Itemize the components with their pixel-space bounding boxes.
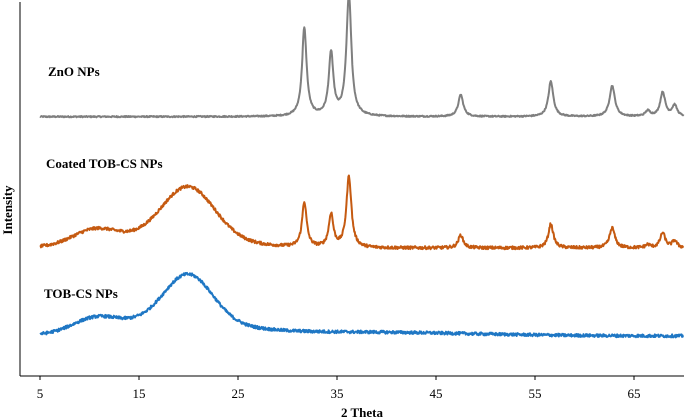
x-tick-label: 35 <box>331 386 344 401</box>
series-line-2 <box>39 271 684 339</box>
x-axis-title: 2 Theta <box>341 405 384 420</box>
x-tick-label: 5 <box>37 386 44 401</box>
x-tick-label: 45 <box>430 386 443 401</box>
x-tick-label: 15 <box>133 386 146 401</box>
series-line-0 <box>39 0 685 119</box>
x-tick-label: 25 <box>232 386 245 401</box>
series-label-coated: Coated TOB-CS NPs <box>46 156 163 171</box>
series-line-1 <box>39 174 685 251</box>
series-label-tobcs: TOB-CS NPs <box>44 286 118 301</box>
x-tick-label: 55 <box>529 386 542 401</box>
y-axis-title: Intensity <box>0 185 15 235</box>
series-lines <box>39 0 685 339</box>
x-tick-label: 65 <box>628 386 641 401</box>
x-ticks: 5 15 25 35 45 55 65 <box>37 376 641 401</box>
series-label-zno: ZnO NPs <box>48 64 100 79</box>
